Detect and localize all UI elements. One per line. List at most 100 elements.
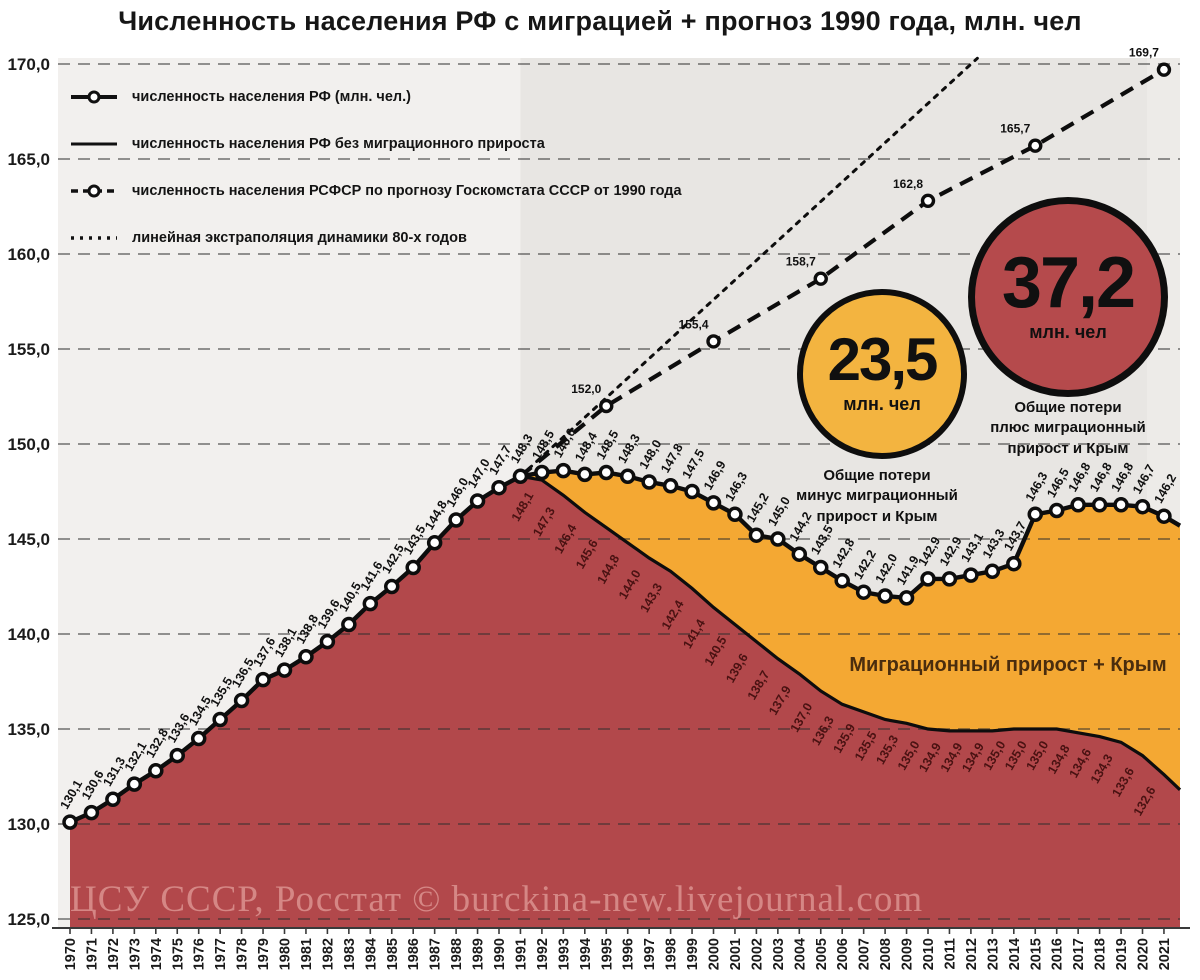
svg-text:1982: 1982 (320, 938, 336, 970)
svg-text:1976: 1976 (192, 938, 208, 970)
svg-text:169,7: 169,7 (1129, 46, 1159, 60)
svg-text:1995: 1995 (599, 938, 615, 970)
red-area (70, 476, 1180, 928)
svg-text:1986: 1986 (406, 938, 422, 970)
svg-text:1996: 1996 (621, 938, 637, 970)
svg-text:1983: 1983 (342, 938, 358, 970)
line-with-marker-icon (71, 90, 117, 103)
svg-text:1973: 1973 (127, 938, 143, 970)
svg-text:1992: 1992 (535, 938, 551, 970)
svg-text:155,0: 155,0 (7, 340, 50, 359)
losses-minus-migration-unit: млн. чел (843, 394, 921, 414)
legend-item-no-migration: численность населения РФ без миграционно… (70, 133, 682, 154)
svg-text:1971: 1971 (84, 938, 100, 970)
svg-text:170,0: 170,0 (7, 55, 50, 74)
svg-text:150,0: 150,0 (7, 435, 50, 454)
svg-text:2004: 2004 (792, 938, 808, 970)
losses-plus-migration-badge: 37,2 млн. чел (968, 197, 1168, 397)
legend-item-extrapolation: линейная экстраполяция динамики 80-х год… (70, 227, 682, 248)
losses-minus-migration-caption: Общие потери минус миграционный прирост … (752, 466, 1002, 527)
svg-text:1975: 1975 (170, 938, 186, 970)
losses-plus-migration-caption: Общие потери плюс миграционный прирост и… (943, 398, 1193, 459)
svg-text:1974: 1974 (149, 938, 165, 970)
svg-text:1994: 1994 (578, 938, 594, 970)
legend-label-no-migration: численность населения РФ без миграционно… (132, 135, 545, 152)
series-forecast-1990: 152,0 155,4 158,7 162,8 165,7 169,7 (519, 46, 1172, 478)
chart-legend: численность населения РФ (млн. чел.) чис… (70, 86, 682, 274)
svg-text:2013: 2013 (985, 938, 1001, 970)
svg-text:1990: 1990 (492, 938, 508, 970)
legend-label-actual: численность населения РФ (млн. чел.) (132, 88, 411, 105)
svg-text:140,0: 140,0 (7, 625, 50, 644)
orange-area (520, 470, 1180, 790)
area-fills (70, 470, 1180, 928)
svg-text:2000: 2000 (707, 938, 723, 970)
chart-title: Численность населения РФ с миграцией + п… (118, 6, 1082, 36)
svg-text:158,7: 158,7 (786, 255, 816, 269)
svg-text:2019: 2019 (1114, 938, 1130, 970)
x-axis: 1970 1971 1972 1973 1974 1975 1976 1977 1978 1979… (52, 927, 1190, 970)
legend-item-forecast: численность населения РСФСР по прогнозу … (70, 180, 682, 201)
svg-text:2005: 2005 (814, 938, 830, 970)
svg-text:1988: 1988 (449, 938, 465, 970)
svg-text:1977: 1977 (213, 938, 229, 970)
caption-line: прирост и Крым (1007, 439, 1129, 457)
caption-line: Общие потери (823, 467, 931, 484)
svg-text:1997: 1997 (642, 938, 658, 970)
svg-text:160,0: 160,0 (7, 245, 50, 264)
migration-area-label: Миграционный прирост + Крым (849, 654, 1167, 676)
svg-text:2020: 2020 (1136, 938, 1152, 970)
svg-text:1993: 1993 (556, 938, 572, 970)
svg-text:1998: 1998 (664, 938, 680, 970)
svg-text:1989: 1989 (471, 938, 487, 970)
caption-line: Общие потери (1014, 399, 1122, 416)
svg-text:145,0: 145,0 (7, 530, 50, 549)
dotted-line-icon (71, 235, 117, 240)
svg-text:165,0: 165,0 (7, 150, 50, 169)
caption-line: прирост и Крым (816, 507, 938, 525)
svg-text:2021: 2021 (1157, 938, 1173, 970)
svg-text:1985: 1985 (385, 938, 401, 970)
caption-line: минус миграционный (796, 487, 958, 505)
svg-text:1978: 1978 (235, 938, 251, 970)
svg-text:1980: 1980 (278, 938, 294, 970)
caption-line: плюс миграционный (990, 419, 1146, 437)
svg-text:1970: 1970 (63, 938, 79, 970)
legend-label-forecast: численность населения РСФСР по прогнозу … (132, 182, 682, 199)
losses-plus-migration-value: 37,2 (1001, 242, 1136, 323)
svg-text:1981: 1981 (299, 938, 315, 970)
svg-text:130,0: 130,0 (7, 815, 50, 834)
svg-text:2006: 2006 (835, 938, 851, 970)
svg-text:2017: 2017 (1071, 938, 1087, 970)
svg-text:2014: 2014 (1007, 938, 1023, 970)
source-watermark: ЦСУ СССР, Росстат © burckina-new.livejou… (70, 879, 924, 920)
svg-text:2009: 2009 (900, 938, 916, 970)
svg-text:1984: 1984 (363, 938, 379, 970)
svg-text:1979: 1979 (256, 938, 272, 970)
svg-text:2008: 2008 (878, 938, 894, 970)
series-extrapolation-80s (518, 56, 979, 478)
legend-item-actual: численность населения РФ (млн. чел.) (70, 86, 682, 107)
svg-text:2018: 2018 (1093, 938, 1109, 970)
svg-text:165,7: 165,7 (1000, 122, 1030, 136)
svg-text:152,0: 152,0 (571, 382, 601, 396)
solid-line-icon (71, 142, 117, 145)
dashed-line-with-marker-icon (71, 184, 117, 197)
gridlines: 125,0 130,0 135,0 140,0 145,0 150,0 155,0 160,0… (7, 55, 1180, 929)
svg-text:155,4: 155,4 (678, 317, 708, 331)
svg-text:1991: 1991 (513, 938, 529, 970)
svg-text:2012: 2012 (964, 938, 980, 970)
svg-text:1972: 1972 (106, 938, 122, 970)
svg-text:2007: 2007 (857, 938, 873, 970)
svg-text:162,8: 162,8 (893, 177, 923, 191)
svg-text:135,0: 135,0 (7, 720, 50, 739)
svg-text:2001: 2001 (728, 938, 744, 970)
legend-label-extrapolation: линейная экстраполяция динамики 80-х год… (132, 229, 467, 246)
svg-text:125,0: 125,0 (7, 910, 50, 929)
losses-minus-migration-badge: 23,5 млн. чел (797, 289, 967, 459)
svg-text:1987: 1987 (428, 938, 444, 970)
svg-text:2003: 2003 (771, 938, 787, 970)
svg-text:2002: 2002 (749, 938, 765, 970)
